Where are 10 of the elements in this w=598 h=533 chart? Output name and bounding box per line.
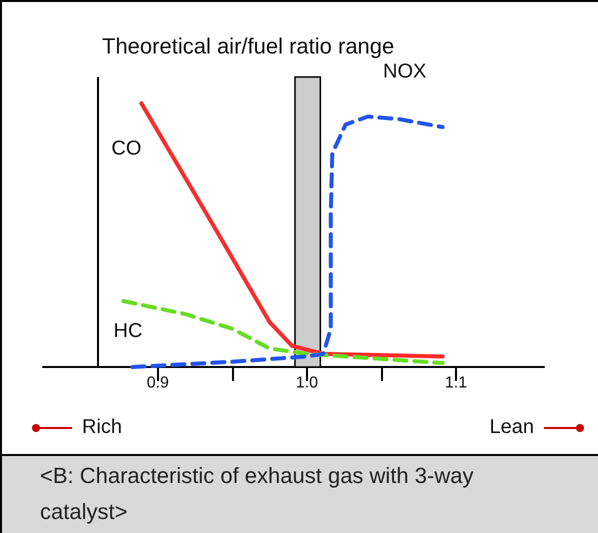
series-label: HC	[114, 320, 142, 342]
series-label: CO	[111, 137, 142, 160]
x-tick-label: 1.1	[444, 374, 468, 392]
text: Lean	[490, 416, 534, 439]
text: <B: Characteristic of exhaust gas with 3-way catalyst>	[2, 454, 598, 533]
chart-title: Theoretical air/fuel ratio range	[102, 34, 394, 58]
x-tick-label: 0.9	[146, 374, 170, 392]
series-label: NOX	[383, 60, 426, 83]
x-tick-label: 1.0	[296, 374, 318, 392]
text: Rich	[82, 416, 122, 439]
